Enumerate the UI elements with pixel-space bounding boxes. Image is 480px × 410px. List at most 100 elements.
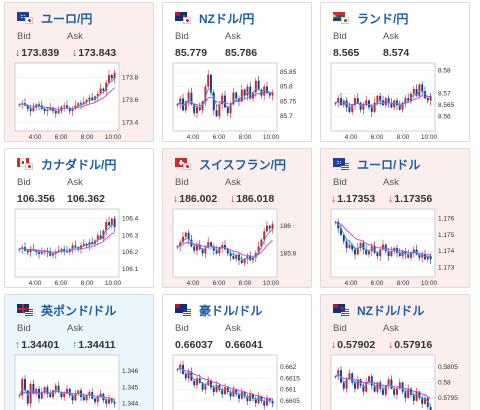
rate-card[interactable]: スイスフラン/円 Bid Ask ↓186.002 ↓186.018 186 185.8 4:…: [162, 148, 312, 288]
candle-body: [240, 391, 243, 399]
rate-card[interactable]: カナダドル/円 Bid Ask 106.356 106.362 106.4 106.3 106…: [4, 148, 154, 288]
candle-body: [201, 382, 204, 390]
card-header: 豪ドル/ドル: [175, 302, 262, 318]
candle-body: [176, 369, 179, 371]
rate-card[interactable]: ランド/円 Bid Ask 8.565 8.574 8.58 8.57 8.565 8.56 4:…: [320, 2, 470, 142]
candle-body: [77, 103, 80, 106]
bid-value-text: 106.356: [17, 193, 55, 205]
ask-label: Ask: [67, 323, 83, 334]
candle-body: [348, 244, 351, 248]
candle-body: [229, 253, 232, 257]
gb-us-flag: [17, 304, 33, 316]
candle-body: [113, 218, 116, 228]
candle-body: [365, 382, 368, 392]
candle-body: [105, 82, 108, 91]
rate-card[interactable]: NZドル/円 Bid Ask 85.779 85.786 85.85 85.8 85.75 85…: [162, 2, 312, 142]
x-tick-label: 4:00: [29, 280, 42, 287]
rate-card[interactable]: 豪ドル/ドル Bid Ask 0.66037 0.66041 0.662 0.6615 0.6…: [162, 294, 312, 410]
price-chart[interactable]: 186 185.8 4:00 6:00 8:00 10:00: [172, 208, 309, 288]
candle-body: [348, 107, 351, 112]
candle-body: [373, 385, 376, 392]
candle-body: [368, 251, 370, 255]
candle-body: [340, 98, 342, 106]
x-tick-label: 8:00: [81, 134, 94, 141]
candle-body: [82, 243, 85, 246]
price-chart[interactable]: 85.85 85.8 85.75 85.7 4:00 6:00 8:00 10:00: [172, 62, 309, 142]
candle-body: [266, 398, 268, 406]
price-chart[interactable]: 8.58 8.57 8.565 8.56 4:00 6:00 8:00 10:00: [330, 62, 467, 142]
candle-body: [387, 379, 390, 386]
price-chart[interactable]: 106.4 106.3 106.2 106.1 4:00 6:00 8:00 10:00: [14, 208, 151, 288]
candle-body: [235, 92, 238, 99]
y-tick-label: 0.58: [438, 379, 451, 386]
bid-value-text: 1.17353: [337, 193, 376, 205]
candle-body: [226, 387, 229, 392]
candle-body: [102, 230, 105, 239]
candle-body: [410, 252, 412, 258]
long-ma-line: [335, 95, 431, 106]
price-chart[interactable]: 1.176 1.175 1.174 1.173 4:00 6:00 8:00 10:00: [330, 208, 467, 288]
bid-label: Bid: [333, 31, 347, 42]
candle-body: [193, 104, 196, 114]
pair-name-link[interactable]: ユーロ/ドル: [357, 157, 421, 172]
short-ma-line: [177, 366, 273, 403]
candle-body: [232, 256, 235, 259]
pair-name-link[interactable]: NZドル/円: [199, 11, 255, 26]
candle-body: [60, 248, 63, 251]
candle-body: [257, 396, 260, 404]
pair-name-link[interactable]: NZドル/ドル: [357, 303, 425, 318]
candle-body: [365, 100, 368, 106]
ask-value: 106.362: [67, 193, 105, 205]
x-tick-label: 8:00: [397, 134, 410, 141]
pair-name-link[interactable]: ランド/円: [357, 11, 409, 26]
y-tick-label: 85.8: [280, 84, 293, 91]
pair-name-link[interactable]: ユーロ/円: [41, 11, 93, 26]
candle-body: [102, 88, 105, 91]
candle-body: [424, 91, 426, 99]
candle-body: [426, 98, 429, 101]
candle-body: [224, 387, 226, 395]
pair-name-link[interactable]: 英ポンド/ドル: [41, 303, 117, 318]
rate-card[interactable]: ユーロ/ドル Bid Ask ↓1.17353 ↓1.17356 1.176 1.175 1.…: [320, 148, 470, 288]
rate-card[interactable]: 英ポンド/ドル Bid Ask ↑1.34401 ↑1.34411 1.346 1.345 1…: [4, 294, 154, 410]
x-tick-label: 6:00: [213, 134, 226, 141]
ask-label: Ask: [383, 323, 399, 334]
rate-card[interactable]: ユーロ/円 Bid Ask ↓173.839 ↓173.843 173.8 173.6 173…: [4, 2, 154, 142]
candle-body: [368, 376, 370, 383]
bid-label: Bid: [175, 31, 189, 42]
candle-body: [342, 382, 345, 389]
x-tick-label: 4:00: [345, 280, 358, 287]
bid-value: 0.66037: [175, 339, 213, 351]
y-tick-label: 85.75: [280, 98, 297, 105]
ask-value: ↑1.34411: [72, 339, 116, 351]
candle-body: [249, 86, 252, 99]
y-tick-label: 173.6: [122, 97, 139, 104]
card-header: NZドル/ドル: [333, 302, 424, 318]
candle-body: [342, 100, 345, 106]
y-tick-label: 106.4: [122, 216, 139, 223]
candle-body: [201, 249, 204, 254]
pair-name-link[interactable]: スイスフラン/円: [199, 157, 286, 172]
ask-value-text: 85.786: [225, 47, 258, 59]
pair-name-link[interactable]: 豪ドル/ドル: [199, 303, 263, 318]
short-ma-line: [18, 388, 115, 403]
candle-body: [370, 376, 373, 386]
candle-body: [226, 249, 229, 254]
candle-body: [218, 104, 221, 117]
price-chart[interactable]: 173.8 173.6 173.4 4:00 6:00 8:00 10:00: [14, 62, 151, 142]
y-tick-label: 0.5805: [438, 364, 458, 371]
pair-name-link[interactable]: カナダドル/円: [41, 157, 117, 172]
candle-body: [232, 389, 235, 397]
bid-label: Bid: [17, 177, 31, 188]
bid-value: ↑1.34401: [15, 339, 59, 351]
candle-body: [359, 243, 362, 248]
candle-body: [221, 95, 224, 105]
rate-card[interactable]: NZドル/ドル Bid Ask ↓0.57902 ↓0.57916 0.5805 0.58 0…: [320, 294, 470, 410]
short-ma-line: [19, 223, 115, 254]
short-ma-line: [335, 373, 431, 406]
candle-body: [63, 248, 66, 251]
candle-body: [198, 107, 201, 111]
